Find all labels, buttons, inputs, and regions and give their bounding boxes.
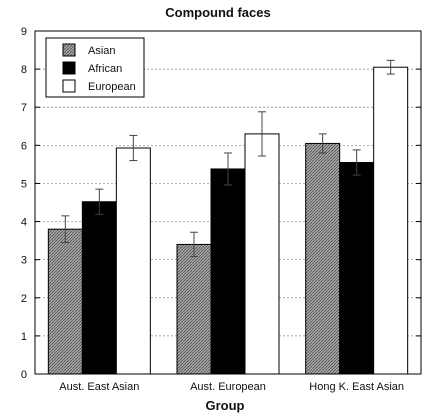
legend-label-asian: Asian bbox=[88, 45, 116, 57]
legend-swatch-african bbox=[62, 61, 76, 75]
bar-asian bbox=[305, 142, 341, 375]
legend-label-african: African bbox=[88, 63, 122, 75]
bar-european bbox=[244, 133, 280, 375]
y-tick-label: 5 bbox=[21, 178, 27, 190]
legend-swatch-european bbox=[62, 79, 76, 93]
y-tick-label: 2 bbox=[21, 293, 27, 305]
bar-african bbox=[339, 161, 375, 375]
legend-box bbox=[45, 37, 145, 98]
y-tick-label: 3 bbox=[21, 255, 27, 267]
plot-frame bbox=[34, 30, 422, 375]
y-tick-label: 9 bbox=[21, 26, 27, 38]
bar-european bbox=[115, 147, 151, 375]
bar-european bbox=[373, 66, 409, 375]
y-tick-label: 0 bbox=[21, 369, 27, 381]
bars bbox=[47, 59, 409, 375]
chart-title: Compound faces bbox=[165, 5, 270, 20]
y-tick-label: 4 bbox=[21, 217, 27, 229]
x-tick-label: Aust. European bbox=[190, 381, 266, 393]
bar-asian bbox=[47, 228, 83, 375]
x-axis-label: Group bbox=[206, 398, 245, 413]
legend-swatch-asian bbox=[62, 43, 76, 57]
y-tick-label: 7 bbox=[21, 102, 27, 114]
axes: 0 1 2 3 4 5 6 7 8 9 Aust. East Asian Aust. European… bbox=[21, 26, 422, 393]
x-tick-label: Hong K. East Asian bbox=[309, 381, 404, 393]
y-tick-label: 8 bbox=[21, 64, 27, 76]
bar-african bbox=[210, 168, 246, 375]
bar-african bbox=[81, 201, 117, 375]
x-tick-label: Aust. East Asian bbox=[59, 381, 139, 393]
legend-label-european: European bbox=[88, 81, 136, 93]
y-tick-label: 6 bbox=[21, 140, 27, 152]
legend: Asian African European bbox=[45, 37, 145, 98]
bar-asian bbox=[176, 243, 212, 375]
y-tick-label: 1 bbox=[21, 331, 27, 343]
